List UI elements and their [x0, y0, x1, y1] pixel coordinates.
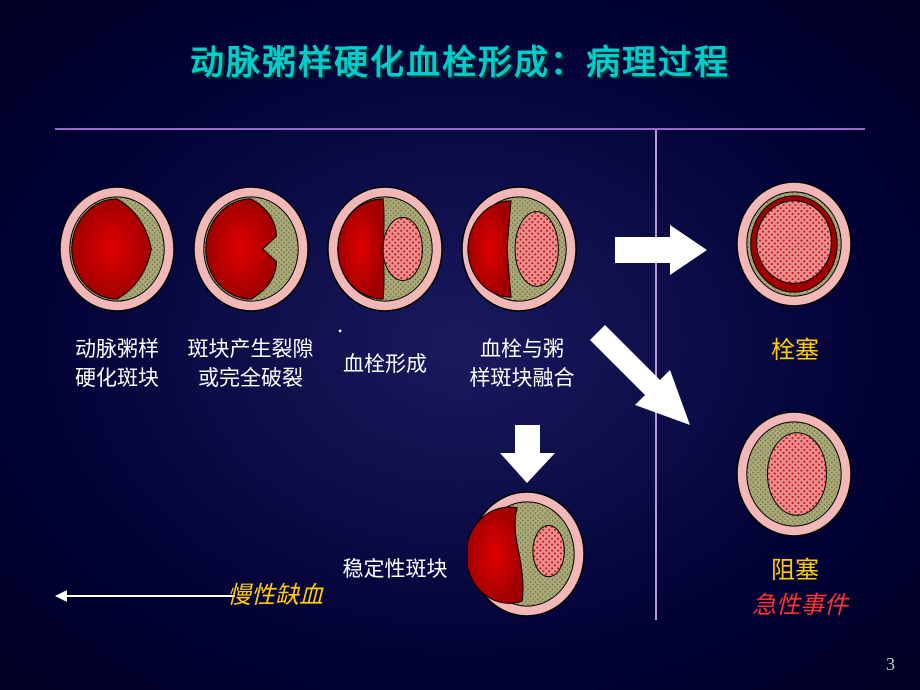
vessel-embolus	[735, 180, 853, 308]
vessel-fissure	[192, 185, 310, 313]
page-number: 3	[886, 654, 895, 675]
arrow-down	[500, 425, 555, 490]
label-fissure: 斑块产生裂隙 或完全破裂	[183, 335, 318, 394]
label-merged: 血栓与粥 样斑块融合	[462, 335, 582, 394]
dot-marker: •	[338, 324, 342, 339]
label-chronic: 慢性缺血	[215, 580, 335, 614]
label-occlusion: 阻塞	[755, 555, 835, 589]
label-embolus: 栓塞	[755, 335, 835, 369]
vessel-merged	[460, 185, 578, 313]
label-acute: 急性事件	[740, 590, 860, 624]
vessel-plaque	[58, 185, 176, 313]
label-plaque: 动脉粥样 硬化斑块	[62, 335, 172, 394]
title-divider	[55, 128, 865, 130]
vessel-occlusion	[735, 410, 853, 538]
vessel-stable	[468, 490, 586, 618]
slide-title: 动脉粥样硬化血栓形成：病理过程	[0, 35, 920, 84]
label-thrombus: 血栓形成	[330, 350, 440, 379]
vessel-thrombus	[326, 185, 444, 313]
arrow-right-top	[615, 225, 710, 280]
arrow-diag	[585, 320, 705, 445]
arrow-chronic	[65, 595, 235, 597]
label-stable: 稳定性斑块	[335, 555, 455, 584]
